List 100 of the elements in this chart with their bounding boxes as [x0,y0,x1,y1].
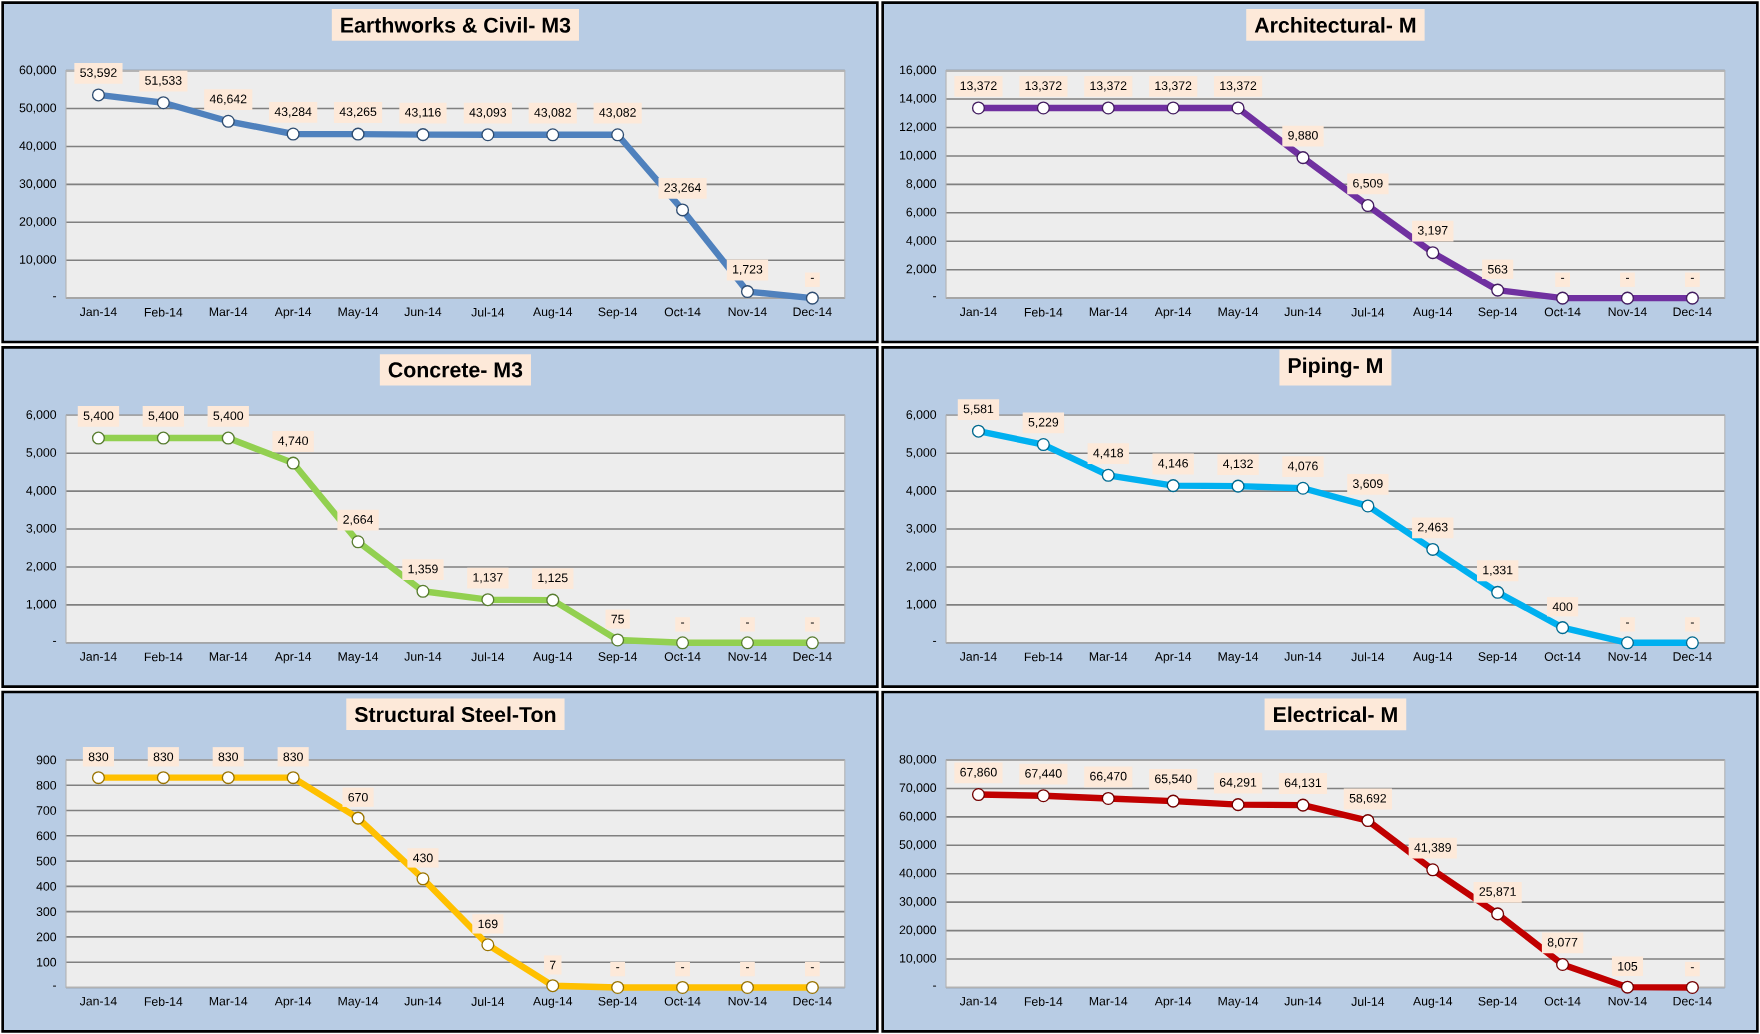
x-tick-label: Feb-14 [144,307,183,317]
x-tick-label: Oct-14 [664,996,701,1006]
data-label: 830 [88,752,109,762]
data-label: 43,093 [469,108,507,119]
y-tick-label: 30,000 [19,179,57,190]
y-tick-label: - [53,296,57,298]
x-tick-label: Jul-14 [471,307,505,317]
y-tick-label: 500 [36,856,57,866]
x-tick-label: May-14 [1218,307,1259,319]
data-label: 9,880 [1288,130,1318,142]
x-tick-label: Nov-14 [728,307,767,317]
data-label: 64,131 [1284,778,1322,789]
data-label: 4,076 [1287,461,1318,472]
y-tick-label: 1,000 [906,599,937,610]
y-tick-label: 14,000 [900,93,937,105]
y-tick-label: 2,000 [26,561,57,573]
y-tick-label: 1,000 [26,599,57,610]
y-tick-label: - [53,985,57,987]
x-tick-label: Sep-14 [1478,307,1518,319]
data-label: 58,692 [1349,793,1386,805]
data-label: 400 [1552,602,1573,612]
y-tick-label: 70,000 [899,783,937,794]
data-label: 563 [1487,264,1508,274]
x-tick-label: Jan-14 [959,996,997,1006]
data-label: 41,389 [1414,843,1451,854]
y-tick-label: 50,000 [19,103,57,114]
chart-title: Architectural- M [1254,17,1416,33]
x-tick-label: Aug-14 [1413,652,1453,664]
y-tick-label: 300 [36,907,57,916]
x-tick-label: Apr-14 [274,307,312,319]
y-tick-label: 5,000 [26,448,57,459]
y-tick-label: 4,000 [26,486,57,497]
x-tick-label: Nov-14 [1608,652,1647,661]
x-tick-label: Dec-14 [1673,307,1712,317]
x-tick-label: Apr-14 [274,652,312,664]
y-tick-label: 700 [36,806,57,815]
x-tick-label: Jan-14 [959,652,997,661]
data-label: 169 [478,919,498,929]
x-tick-label: Oct-14 [664,652,701,661]
x-tick-label: Jul-14 [1351,652,1385,662]
data-label: 13,372 [1155,81,1192,92]
x-tick-label: Mar-14 [209,996,248,1006]
x-tick-label: Dec-14 [793,652,832,661]
y-tick-label: 10,000 [19,255,57,266]
x-tick-label: Dec-14 [1673,996,1712,1006]
y-tick-label: 60,000 [19,65,57,76]
data-label: 25,871 [1479,887,1516,898]
y-tick-label: 200 [36,932,57,942]
data-label: - [1690,622,1694,624]
y-tick-label: 800 [36,780,57,790]
x-tick-label: Oct-14 [1544,996,1581,1006]
data-label: 43,116 [404,107,441,119]
x-tick-label: Mar-14 [209,652,248,661]
x-tick-label: May-14 [338,652,379,664]
y-tick-label: 10,000 [900,953,937,965]
x-tick-label: Mar-14 [1089,996,1128,1006]
data-label: 2,664 [343,515,374,526]
data-label: 51,533 [145,76,182,87]
y-tick-label: 6,000 [26,410,57,421]
x-tick-label: Apr-14 [1154,307,1192,319]
data-label: 1,137 [473,573,503,584]
x-tick-label: Aug-14 [533,307,573,319]
data-label: 8,077 [1547,937,1578,948]
y-tick-label: - [933,296,937,298]
y-tick-label: 2,000 [906,264,937,275]
x-tick-label: Jan-14 [79,996,117,1006]
data-label: - [745,967,749,969]
y-tick-label: 40,000 [899,868,937,879]
y-tick-label: 16,000 [900,65,937,76]
data-label: 830 [283,752,303,762]
x-tick-label: Mar-14 [1089,307,1128,317]
data-label: 13,372 [1025,81,1062,92]
data-label: 830 [218,752,239,762]
y-tick-label: 20,000 [899,925,937,936]
x-tick-label: Dec-14 [793,996,832,1006]
data-label: - [1625,622,1629,624]
y-tick-label: 10,000 [900,150,937,161]
data-label: 3,609 [1352,479,1383,490]
y-tick-label: 4,000 [906,236,937,247]
x-tick-label: Dec-14 [1673,652,1712,661]
y-tick-label: 3,000 [906,523,937,535]
y-tick-label: 6,000 [906,207,937,218]
data-label: 2,463 [1418,522,1448,533]
data-label: 5,400 [83,411,114,422]
data-label: 43,284 [274,107,312,118]
x-tick-label: Jun-14 [1284,996,1322,1006]
chart-title: Structural Steel-Ton [354,706,556,723]
y-tick-label: 8,000 [906,179,937,190]
y-tick-label: 40,000 [19,141,57,152]
x-tick-label: Nov-14 [728,652,767,661]
data-label: 67,860 [960,767,997,778]
y-tick-label: 600 [36,831,57,841]
data-label: 1,331 [1483,565,1513,576]
x-tick-label: Nov-14 [1608,307,1647,317]
x-tick-label: Jul-14 [1351,307,1385,317]
y-tick-label: 3,000 [26,523,57,535]
y-tick-label: 6,000 [906,410,937,421]
data-label: - [810,622,814,624]
data-label: 6,509 [1353,178,1383,190]
x-tick-label: Jan-14 [959,307,997,317]
